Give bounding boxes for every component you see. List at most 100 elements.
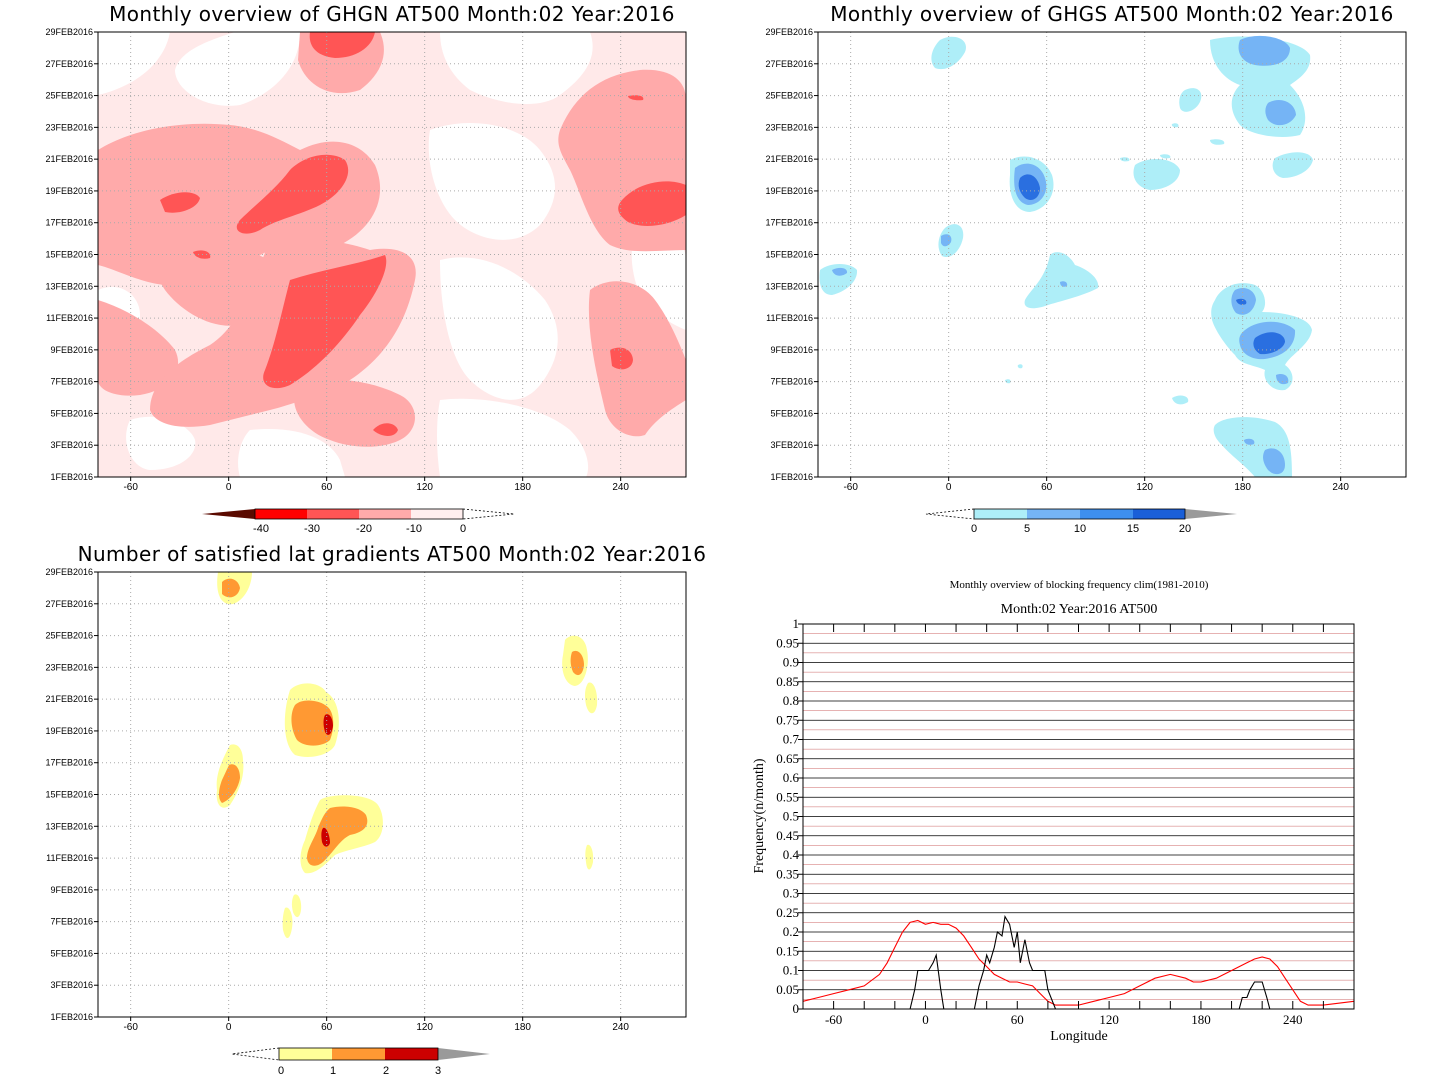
lat-ytick-label: 9FEB2016 — [50, 885, 93, 895]
ghgn-mid-areas — [98, 32, 686, 447]
freq-ytick-label: 0.75 — [776, 712, 799, 727]
ghgs-colorbar-label: 15 — [1127, 523, 1139, 535]
freq-xtick-label: 60 — [1011, 1012, 1024, 1027]
ghgn-colorbar-label: -30 — [304, 523, 320, 535]
ghgn-panel: Monthly overview of GHGN AT500 Month:02 … — [45, 2, 687, 535]
freq-ytick-label: 0.15 — [776, 943, 799, 958]
freq-ytick-label: 0.3 — [783, 886, 799, 901]
lat-ytick-label: 15FEB2016 — [45, 790, 93, 800]
ghgn-title: Monthly overview of GHGN AT500 Month:02 … — [109, 2, 675, 26]
lat-colorbar-seg — [279, 1048, 332, 1060]
ghgn-colorbar-seg — [255, 509, 307, 519]
ghgn-ytick-label: 13FEB2016 — [45, 281, 93, 291]
ghgs-colorbar-seg — [1185, 509, 1237, 519]
lat-ytick-label: 13FEB2016 — [45, 821, 93, 831]
ghgn-ytick-label: 15FEB2016 — [45, 250, 93, 260]
ghgs-ytick-label: 29FEB2016 — [765, 27, 813, 37]
ghgn-axes: -60 0 60 120 180 240 1FEB2016 3FEB2016 5FEB2016 7… — [45, 27, 629, 493]
ghgs-colorbar-seg — [1027, 509, 1080, 519]
lat-colorbar-seg — [385, 1048, 438, 1060]
lat-xtick-label: 240 — [612, 1022, 629, 1033]
ghgn-contours — [98, 32, 686, 477]
lat-ytick-label: 25FEB2016 — [45, 631, 93, 641]
freq-ytick-label: 0.1 — [783, 963, 799, 978]
lat-ytick-label: 27FEB2016 — [45, 599, 93, 609]
ghgn-colorbar-seg — [411, 509, 463, 519]
ghgn-colorbar-frame — [254, 508, 464, 520]
lat-title: Number of satisfied lat gradients AT500 … — [78, 542, 707, 566]
lat-colorbar-seg — [332, 1048, 385, 1060]
ghgn-colorbar-open-end — [462, 508, 515, 520]
freq-ytick-label: 0.55 — [776, 789, 799, 804]
freq-xtick-label: 240 — [1283, 1012, 1303, 1027]
ghgn-ytick-label: 11FEB2016 — [46, 313, 93, 323]
lat-ytick-label: 5FEB2016 — [50, 948, 93, 958]
ghgs-ytick-label: 17FEB2016 — [765, 218, 813, 228]
freq-ytick-label: 0 — [793, 1001, 800, 1016]
freq-ytick-label: 0.4 — [783, 847, 800, 862]
ghgs-colorbar: 0 5 10 15 20 — [925, 508, 1237, 535]
lat-contours — [216, 572, 598, 939]
ghgn-ytick-label: 23FEB2016 — [45, 122, 93, 132]
ghgs-colorbar-label: 10 — [1074, 523, 1086, 535]
lat-ytick-label: 1FEB2016 — [50, 1012, 93, 1022]
ghgs-colorbar-label: 20 — [1179, 523, 1191, 535]
ghgs-colorbar-open-end — [925, 508, 975, 520]
lat-ytick-label: 11FEB2016 — [46, 853, 93, 863]
lat-axes: -60 0 60 120 180 240 1FEB2016 3FEB2016 5FEB2016 7… — [45, 567, 629, 1033]
ghgn-colorbar-seg — [202, 509, 255, 519]
ghgs-ytick-label: 7FEB2016 — [770, 377, 813, 387]
ghgs-colorbar-frame — [973, 508, 1186, 520]
lat-ytick-label: 21FEB2016 — [45, 694, 93, 704]
freq-ytick-label: 0.5 — [783, 809, 799, 824]
lat-xtick-label: 60 — [321, 1022, 333, 1033]
freq-ytick-label: 0.65 — [776, 751, 799, 766]
lat-colorbar-seg — [438, 1048, 490, 1060]
lat-ytick-label: 19FEB2016 — [45, 726, 93, 736]
ghgs-colorbar-seg — [974, 509, 1027, 519]
freq-series-line-0 — [802, 919, 1355, 1006]
freq-subtitle: Month:02 Year:2016 AT500 — [1001, 602, 1158, 617]
ghgn-ytick-label: 9FEB2016 — [50, 345, 93, 355]
ghgs-grid — [818, 32, 1406, 477]
ghgn-ytick-label: 29FEB2016 — [45, 27, 93, 37]
ghgs-ytick-label: 9FEB2016 — [770, 345, 813, 355]
ghgn-xtick-label: 0 — [226, 482, 232, 493]
lat-xtick-label: 120 — [416, 1022, 433, 1033]
ghgn-xtick-label: 180 — [514, 482, 531, 493]
ghgs-ytick-label: 23FEB2016 — [765, 122, 813, 132]
freq-ytick-label: 0.25 — [776, 905, 799, 920]
ghgs-xtick-label: 60 — [1041, 482, 1053, 493]
lat-xtick-label: 180 — [514, 1022, 531, 1033]
ghgs-colorbar-seg — [1133, 509, 1185, 519]
lat-colorbar-label: 3 — [435, 1065, 441, 1077]
ghgn-dark-areas — [160, 32, 686, 436]
freq-ytick-label: 0.05 — [776, 982, 799, 997]
lat-mid-areas — [218, 578, 584, 866]
ghgs-xtick-label: 0 — [946, 482, 952, 493]
lat-panel: Number of satisfied lat gradients AT500 … — [45, 542, 706, 1077]
ghgn-ytick-label: 25FEB2016 — [45, 91, 93, 101]
lat-colorbar-label: 1 — [330, 1065, 336, 1077]
lat-ytick-label: 3FEB2016 — [50, 980, 93, 990]
lat-ytick-label: 7FEB2016 — [50, 917, 93, 927]
ghgn-colorbar-label: 0 — [460, 523, 466, 535]
ghgs-light-areas — [819, 36, 1313, 477]
ghgs-ytick-label: 15FEB2016 — [765, 250, 813, 260]
freq-xtick-label: 180 — [1191, 1012, 1211, 1027]
freq-ytick-label: 0.6 — [783, 770, 800, 785]
ghgn-ytick-label: 3FEB2016 — [50, 440, 93, 450]
ghgn-xtick-label: 60 — [321, 482, 333, 493]
freq-ytick-label: 0.85 — [776, 674, 799, 689]
ghgs-colorbar-label: 5 — [1024, 523, 1030, 535]
freq-xlabel: Longitude — [1050, 1029, 1108, 1044]
ghgs-ytick-label: 11FEB2016 — [766, 313, 813, 323]
ghgn-ytick-label: 17FEB2016 — [45, 218, 93, 228]
ghgn-ytick-label: 7FEB2016 — [50, 377, 93, 387]
ghgn-ytick-label: 21FEB2016 — [45, 154, 93, 164]
ghgs-xtick-label: 180 — [1234, 482, 1251, 493]
ghgs-ytick-label: 19FEB2016 — [765, 186, 813, 196]
ghgs-xtick-label: -60 — [843, 482, 858, 493]
lat-dark-areas — [321, 714, 333, 847]
